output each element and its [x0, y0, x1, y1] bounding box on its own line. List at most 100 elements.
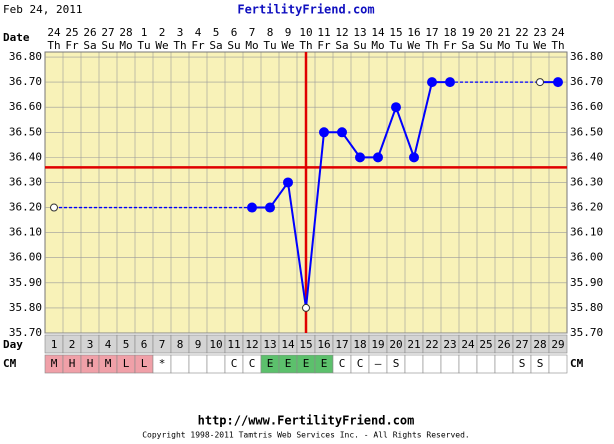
temp-segment [305, 132, 325, 309]
temp-point [553, 77, 563, 88]
cm-cell [458, 354, 478, 374]
day-number: 25 [479, 338, 492, 351]
day-number: 11 [227, 338, 240, 351]
temp-point [302, 303, 310, 312]
y-tick-label-right: 36.40 [570, 150, 603, 163]
weekday-label: Tu [389, 39, 402, 52]
day-number: 18 [353, 338, 366, 351]
weekday-label: Tu [137, 39, 150, 52]
cm-value: L [123, 357, 130, 370]
weekday-label: Th [425, 39, 438, 52]
temp-point [319, 127, 329, 138]
cm-value: C [249, 357, 256, 370]
cm-cell [404, 354, 424, 374]
date-label: 25 [65, 26, 78, 39]
date-label: 3 [177, 26, 184, 39]
y-tick-label-right: 36.10 [570, 226, 603, 239]
temp-segment [377, 106, 397, 158]
day-number: 9 [195, 338, 202, 351]
y-tick-label-right: 36.60 [570, 100, 603, 113]
temp-point [283, 177, 293, 188]
weekday-label: Sa [209, 39, 222, 52]
day-number: 19 [371, 338, 384, 351]
temp-point [355, 152, 365, 163]
temp-segment [341, 131, 361, 158]
date-label: 26 [83, 26, 96, 39]
cm-value: S [393, 357, 400, 370]
day-number: 12 [245, 338, 258, 351]
date-label: 19 [461, 26, 474, 39]
day-number: 21 [407, 338, 420, 351]
y-tick-label: 36.10 [9, 226, 42, 239]
day-number: 13 [263, 338, 276, 351]
temp-segment [287, 182, 307, 309]
cm-value: C [339, 357, 346, 370]
date-label: 24 [551, 26, 565, 39]
date-label: 8 [267, 26, 274, 39]
day-number: 14 [281, 338, 295, 351]
y-tick-label-right: 35.90 [570, 276, 603, 289]
date-label: 16 [407, 26, 420, 39]
site-title: FertilityFriend.com [237, 3, 374, 17]
weekday-label: We [533, 39, 546, 52]
y-tick-label: 36.60 [9, 100, 42, 113]
y-tick-label-right: 35.80 [570, 301, 603, 314]
temp-segment [395, 106, 415, 158]
weekday-label: Fr [65, 39, 79, 52]
y-tick-label: 36.00 [9, 251, 42, 264]
day-number: 27 [515, 338, 528, 351]
cm-value: M [105, 357, 112, 370]
y-tick-label-right: 36.80 [570, 50, 603, 63]
weekday-label: Tu [515, 39, 528, 52]
date-label: Date [3, 31, 30, 44]
date-label: 27 [101, 26, 114, 39]
day-number: 17 [335, 338, 348, 351]
y-tick-label-right: 35.70 [570, 326, 603, 339]
cm-label-right: CM [570, 357, 584, 370]
weekday-label: Su [353, 39, 366, 52]
weekday-label: We [281, 39, 294, 52]
weekday-label: Fr [443, 39, 457, 52]
weekday-label: Fr [317, 39, 331, 52]
day-number: 23 [443, 338, 456, 351]
y-tick-label-right: 36.20 [570, 201, 603, 214]
date-label: 22 [515, 26, 528, 39]
weekday-label: Tu [263, 39, 276, 52]
day-number: 15 [299, 338, 312, 351]
y-tick-label-right: 36.50 [570, 125, 603, 138]
cm-value: E [303, 357, 310, 370]
weekday-label: Su [227, 39, 240, 52]
day-number: 5 [123, 338, 130, 351]
day-number: 24 [461, 338, 475, 351]
y-tick-label-right: 36.70 [570, 75, 603, 88]
day-number: 3 [87, 338, 94, 351]
weekday-label: Mo [497, 39, 510, 52]
date-label: 18 [443, 26, 456, 39]
weekday-label: Mo [245, 39, 258, 52]
cm-value: L [141, 357, 148, 370]
cm-cell [494, 354, 514, 374]
day-cell [548, 334, 568, 354]
date-label: 9 [285, 26, 292, 39]
temp-point [247, 202, 257, 213]
weekday-label: We [155, 39, 168, 52]
y-tick-label: 36.50 [9, 125, 42, 138]
temp-point [337, 127, 347, 138]
date-label: 13 [353, 26, 366, 39]
day-number: 26 [497, 338, 510, 351]
day-number: 16 [317, 338, 330, 351]
temp-segment [269, 181, 289, 209]
date-label: 28 [119, 26, 132, 39]
y-tick-label: 36.80 [9, 50, 42, 63]
weekday-label: Sa [83, 39, 96, 52]
day-number: 28 [533, 338, 546, 351]
weekday-label: Th [299, 39, 312, 52]
weekday-label: Th [173, 39, 186, 52]
date-label: 24 [47, 26, 61, 39]
day-number: 7 [159, 338, 166, 351]
cm-cell [476, 354, 496, 374]
weekday-label: Su [101, 39, 114, 52]
temp-point [445, 77, 455, 88]
